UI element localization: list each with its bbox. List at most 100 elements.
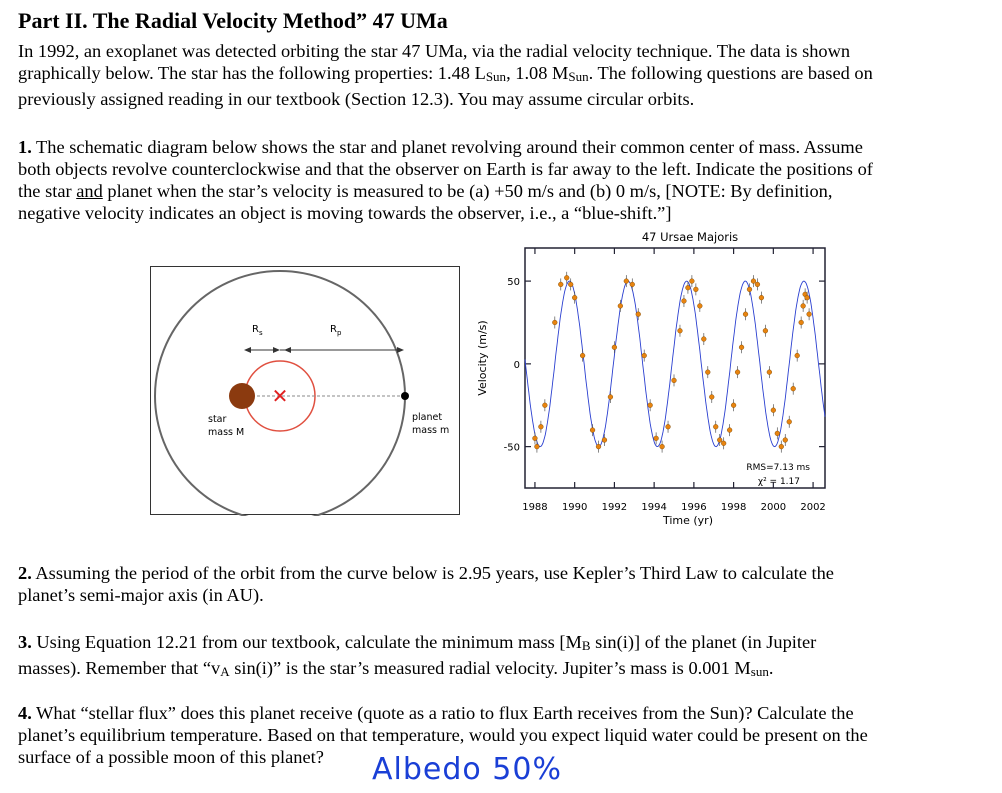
data-point	[778, 444, 784, 450]
data-point	[558, 281, 564, 288]
q4-line: planet’s equilibrium temperature. Based …	[18, 725, 868, 745]
data-point	[697, 303, 703, 309]
q4-line: 4. What “stellar flux” does this planet …	[18, 703, 854, 723]
y-tick-label: 50	[507, 277, 520, 288]
data-point	[685, 285, 691, 291]
data-point	[774, 430, 780, 436]
q1-line: 1. The schematic diagram below shows the…	[18, 137, 863, 157]
data-point	[532, 435, 538, 441]
center-of-mass-marker: ✕	[272, 384, 289, 408]
x-tick-label: 2000	[761, 502, 786, 513]
data-point	[693, 286, 699, 292]
data-point	[754, 281, 761, 288]
data-point	[721, 440, 727, 446]
data-point	[671, 377, 677, 384]
data-point	[665, 424, 671, 430]
x-tick-label: 1992	[602, 502, 627, 513]
data-point	[653, 435, 659, 441]
question-3: 3. Using Equation 12.21 from our textboo…	[18, 631, 986, 683]
planet-label: planet	[412, 412, 442, 423]
data-point	[542, 402, 548, 408]
intro-paragraph: In 1992, an exoplanet was detected orbit…	[18, 40, 986, 110]
data-point	[806, 311, 812, 317]
chart-title: 47 Ursae Majoris	[642, 230, 738, 244]
q1-line: the star and planet when the star’s velo…	[18, 181, 833, 201]
chi-annotation: χ² = 1.17	[758, 477, 800, 487]
data-point	[742, 311, 749, 317]
planet-dot	[401, 392, 409, 400]
data-point	[607, 394, 614, 400]
rs-arrowhead-right	[273, 347, 280, 353]
rms-annotation: RMS=7.13 ms	[746, 463, 810, 473]
data-point	[647, 402, 653, 408]
x-tick-label: 1998	[721, 502, 746, 513]
data-point	[758, 295, 765, 301]
question-1: 1. The schematic diagram below shows the…	[18, 136, 986, 224]
data-point	[746, 286, 753, 292]
x-tick-label: 1994	[641, 502, 666, 513]
data-point	[601, 437, 608, 443]
data-point	[641, 352, 647, 359]
q3-line: masses). Remember that “vA sin(i)” is th…	[18, 658, 774, 679]
data-point	[611, 344, 618, 350]
data-point	[770, 407, 776, 413]
data-point	[534, 444, 540, 450]
data-point	[617, 303, 623, 309]
data-point	[766, 369, 772, 375]
intro-line: graphically below. The star has the foll…	[18, 63, 873, 84]
orbit-diagram: ✕ Rs Rp star mass M planet mass m	[150, 266, 460, 516]
data-point	[705, 369, 711, 375]
data-point	[798, 319, 804, 326]
data-point	[750, 278, 757, 284]
data-point	[701, 336, 707, 342]
data-point	[689, 278, 695, 284]
data-point	[595, 444, 602, 450]
planet-mass-label: mass m	[412, 425, 449, 436]
data-point	[717, 437, 723, 443]
data-point	[731, 402, 737, 408]
data-point	[738, 344, 745, 350]
data-point	[786, 419, 792, 425]
data-point	[538, 424, 544, 430]
radial-velocity-chart: 47 Ursae Majoris Velocity (m/s) Time (yr…	[476, 230, 826, 527]
data-point	[564, 275, 570, 281]
data-point	[572, 295, 578, 301]
data-point	[713, 424, 719, 430]
data-point	[762, 328, 768, 334]
star-dot	[229, 383, 255, 409]
rs-label: Rs	[252, 324, 263, 337]
data-point	[709, 394, 715, 400]
data-point	[677, 328, 683, 334]
y-tick-label: -50	[504, 443, 520, 454]
data-point	[580, 352, 586, 359]
data-point	[629, 281, 635, 288]
data-point	[790, 386, 796, 392]
q4-line: surface of a possible moon of this plane…	[18, 747, 324, 767]
data-point	[804, 295, 810, 301]
q2-line: planet’s semi-major axis (in AU).	[18, 585, 264, 605]
data-point	[800, 303, 806, 309]
x-axis-label: Time (yr)	[662, 514, 713, 527]
x-tick-label: 1996	[681, 502, 706, 513]
data-point	[727, 427, 733, 433]
data-point	[568, 281, 574, 288]
rp-label: Rp	[330, 324, 342, 337]
data-point	[794, 352, 800, 359]
question-2: 2. Assuming the period of the orbit from…	[18, 562, 986, 606]
data-point	[659, 444, 665, 450]
rp-arrowhead-left	[284, 347, 291, 353]
data-point	[635, 311, 641, 317]
q1-line: negative velocity indicates an object is…	[18, 203, 672, 223]
q2-line: 2. Assuming the period of the orbit from…	[18, 563, 834, 583]
handwritten-note: Albedo 50%	[372, 752, 562, 787]
data-point	[681, 298, 687, 304]
intro-line: In 1992, an exoplanet was detected orbit…	[18, 41, 851, 61]
star-mass-label: mass M	[208, 427, 244, 438]
intro-line: previously assigned reading in our textb…	[18, 89, 695, 109]
fit-curve	[524, 280, 826, 448]
star-label: star	[208, 414, 226, 425]
data-point	[782, 437, 788, 443]
rp-arrowhead-right	[397, 347, 404, 353]
data-point	[589, 427, 596, 433]
x-tick-label: 2002	[800, 502, 825, 513]
